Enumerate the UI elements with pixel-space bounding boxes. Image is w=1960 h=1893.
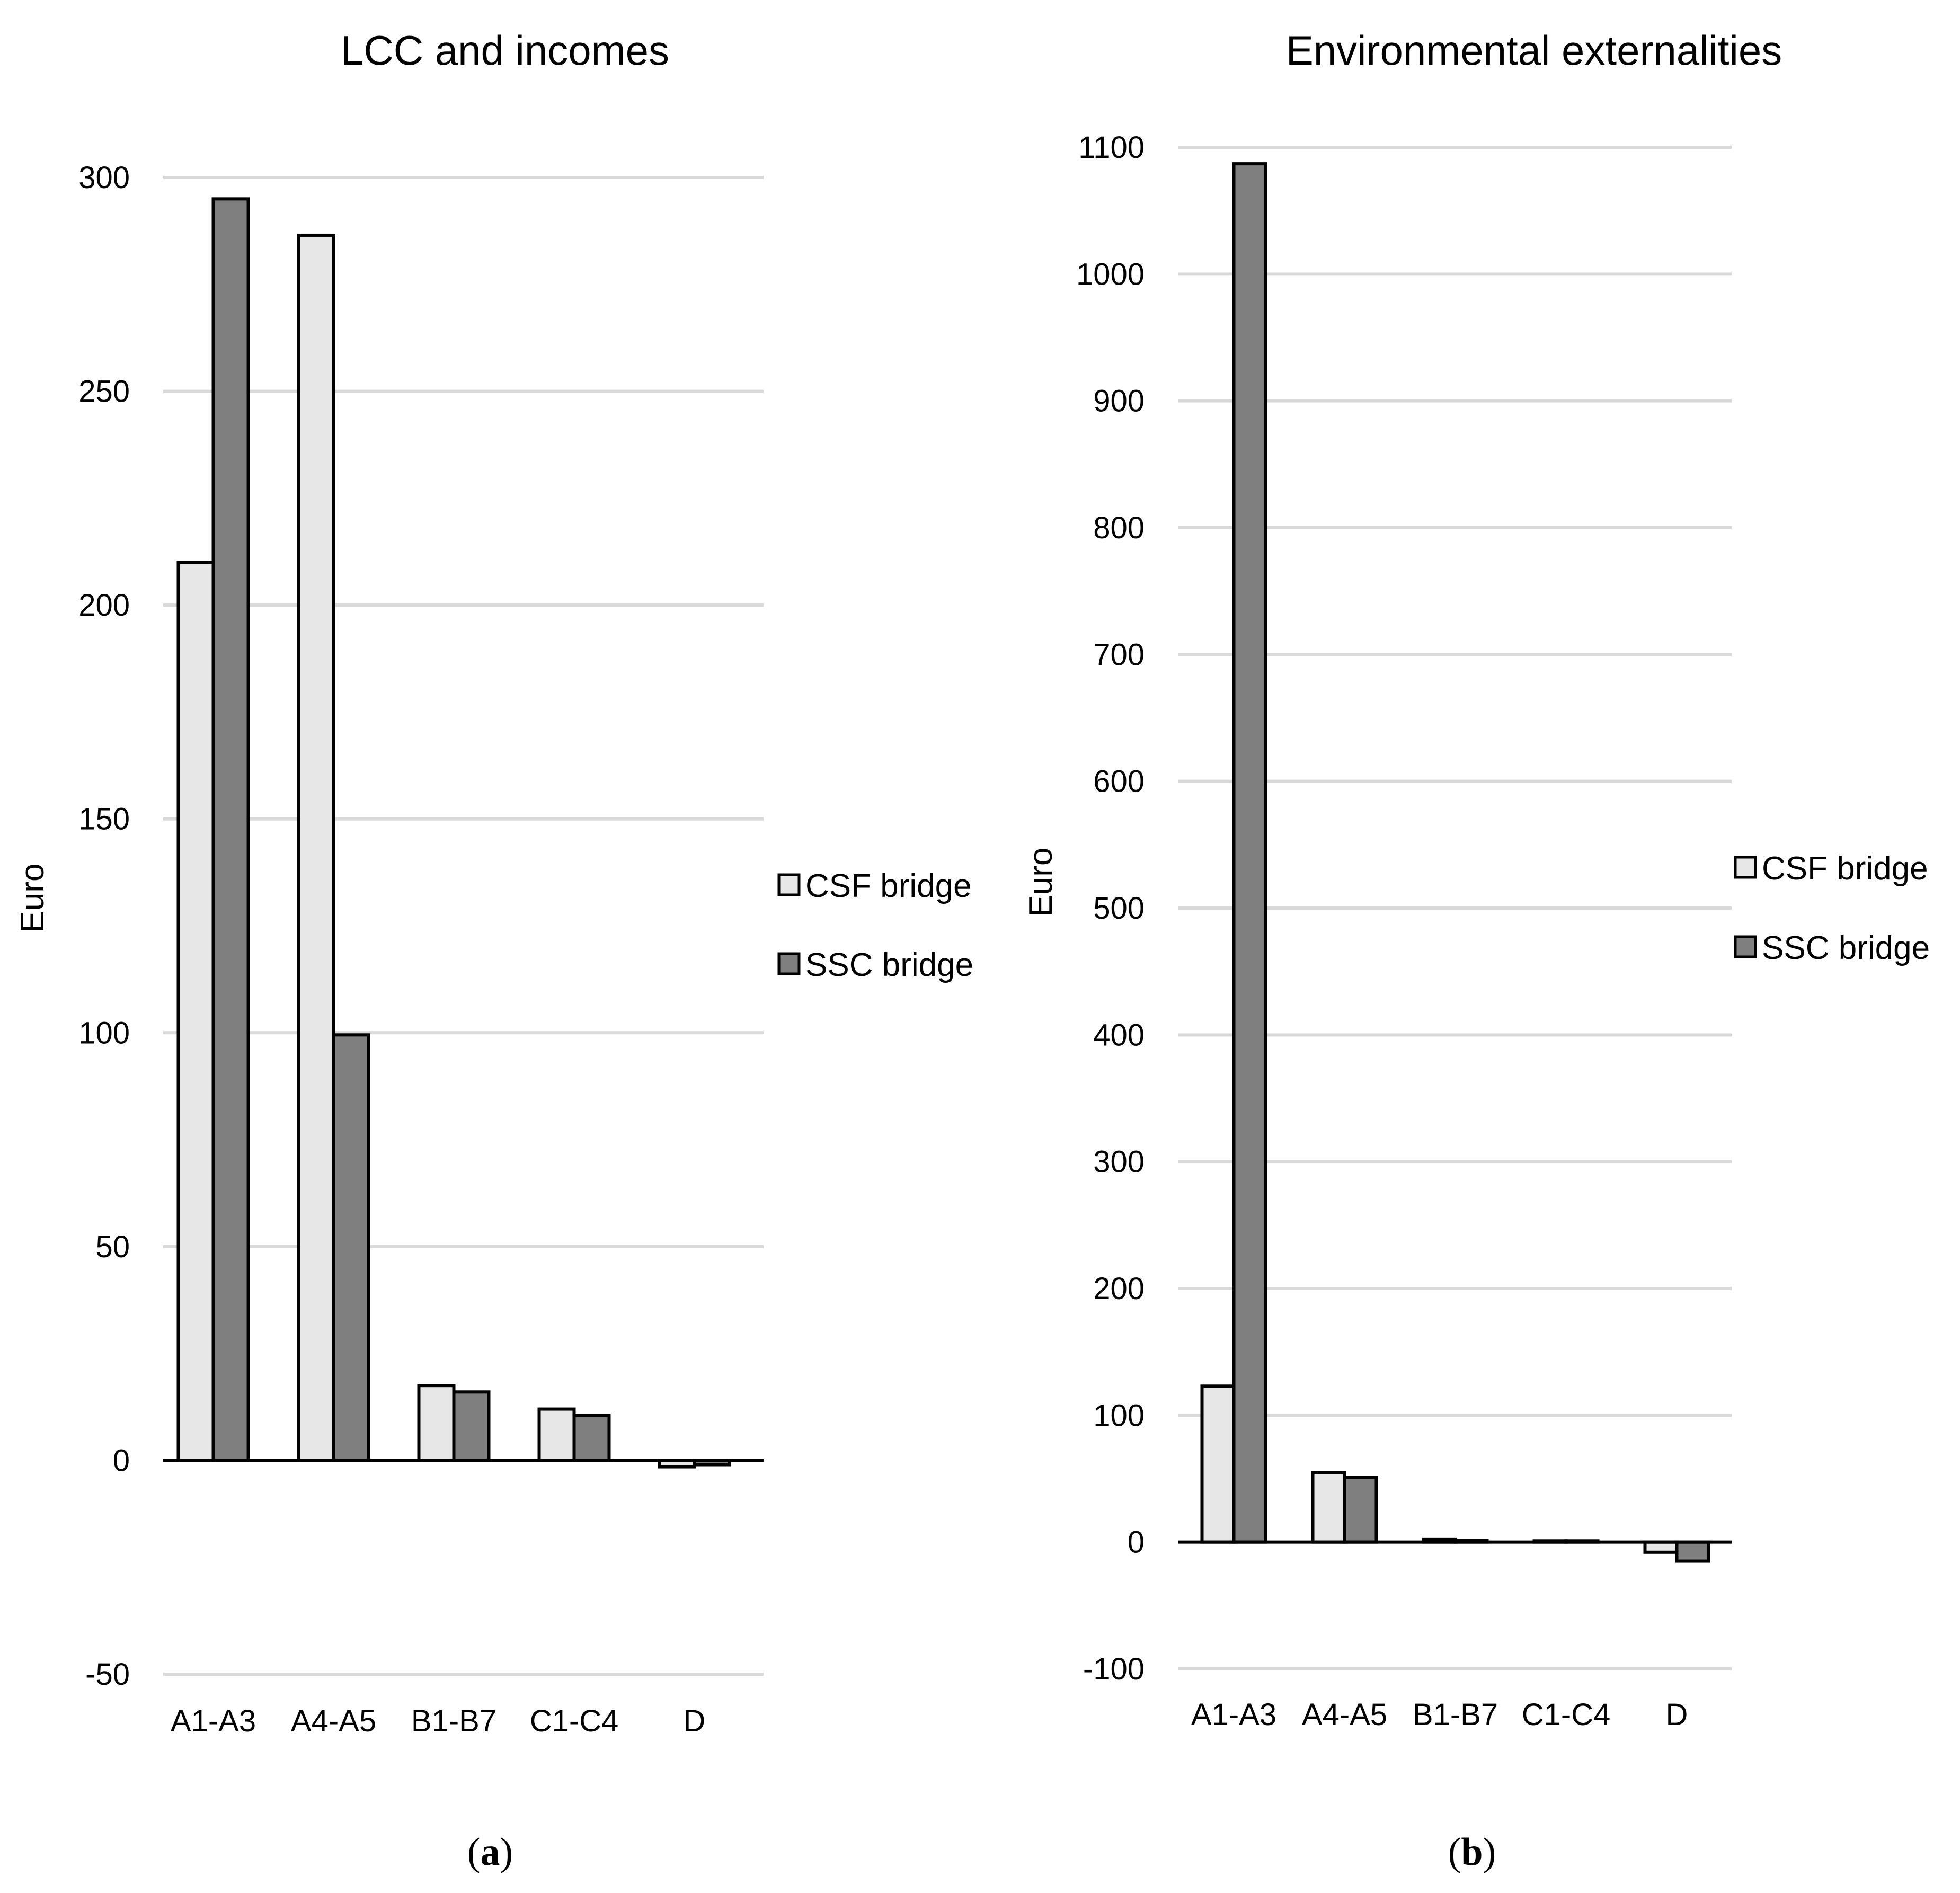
chart-title: LCC and incomes	[341, 27, 669, 74]
x-tick-label: D	[1666, 1698, 1688, 1732]
legend-swatch-csf	[1734, 856, 1757, 879]
caption-close: )	[1483, 1830, 1496, 1874]
bar-csf-a4-a5	[297, 233, 335, 1462]
figure-caption: (a)	[467, 1830, 513, 1874]
y-tick-label: 400	[1093, 1018, 1145, 1052]
y-tick-label: 800	[1093, 511, 1145, 545]
bar-csf-a1-a3	[1200, 1384, 1236, 1544]
bar-ssc-a1-a3	[211, 197, 250, 1462]
x-tick-label: A4-A5	[291, 1704, 376, 1738]
x-tick-label: B1-B7	[411, 1704, 496, 1738]
y-tick-label: 600	[1093, 765, 1145, 799]
caption-close: )	[500, 1830, 513, 1874]
x-tick-label: A1-A3	[1191, 1698, 1276, 1732]
caption-open: (	[1448, 1830, 1461, 1874]
y-tick-label: 0	[1128, 1525, 1145, 1560]
y-tick-label: 200	[1093, 1272, 1145, 1306]
y-tick-label: 100	[1093, 1398, 1145, 1433]
legend-swatch-csf	[777, 873, 801, 896]
x-tick-label: A1-A3	[171, 1704, 256, 1738]
y-tick-label: 300	[78, 161, 130, 195]
caption-open: (	[467, 1830, 481, 1874]
y-tick-label: -100	[1083, 1652, 1145, 1686]
bar-csf-c1-c4	[537, 1407, 576, 1462]
y-tick-label: 0	[113, 1443, 130, 1478]
legend: CSF bridge SSC bridge	[777, 868, 973, 983]
legend: CSF bridge SSC bridge	[1734, 850, 1930, 966]
chart-environmental-externalities: Environmental externalitiesEuro110010009…	[1023, 27, 1930, 1874]
bar-ssc-a4-a5	[1343, 1476, 1378, 1544]
legend-swatch-ssc	[777, 952, 801, 975]
bar-ssc-a4-a5	[332, 1033, 370, 1462]
bar-csf-a1-a3	[176, 561, 215, 1462]
y-tick-label: 250	[78, 375, 130, 409]
y-tick-label: 50	[95, 1230, 130, 1264]
legend-label-ssc: SSC bridge	[805, 947, 973, 983]
y-axis-label: Euro	[14, 864, 51, 933]
y-tick-label: 300	[1093, 1145, 1145, 1179]
bar-ssc-a1-a3	[1232, 162, 1267, 1544]
bar-ssc-d	[1675, 1540, 1710, 1563]
x-tick-label: C1-C4	[530, 1704, 619, 1738]
legend-swatch-ssc	[1734, 935, 1757, 958]
figure-caption: (b)	[1448, 1830, 1496, 1874]
chart-lcc-and-incomes: LCC and incomes Euro 300 250 200 150 100 50 0 -50…	[14, 27, 973, 1874]
legend-label-csf: CSF bridge	[1762, 850, 1928, 887]
y-tick-label: 100	[78, 1016, 130, 1050]
caption-letter: a	[481, 1830, 500, 1874]
y-axis-label: Euro	[1023, 848, 1059, 917]
legend-label-csf: CSF bridge	[805, 868, 972, 904]
y-tick-label: 200	[78, 588, 130, 623]
chart-title: Environmental externalities	[1286, 27, 1782, 74]
x-tick-label: C1-C4	[1522, 1698, 1611, 1732]
bar-csf-b1-b7	[417, 1384, 456, 1462]
y-tick-label: 900	[1093, 384, 1145, 419]
y-tick-label: 700	[1093, 637, 1145, 672]
y-tick-label: 150	[78, 802, 130, 837]
y-tick-label: 1100	[1078, 130, 1145, 165]
y-tick-label: 500	[1093, 891, 1145, 926]
bar-ssc-b1-b7	[452, 1390, 491, 1462]
legend-label-ssc: SSC bridge	[1762, 930, 1930, 966]
y-tick-label: 1000	[1076, 257, 1145, 291]
bar-ssc-c1-c4	[572, 1414, 611, 1462]
bar-csf-a4-a5	[1311, 1471, 1346, 1544]
caption-letter: b	[1461, 1830, 1483, 1874]
y-tick-label: -50	[85, 1657, 130, 1692]
x-tick-label: A4-A5	[1302, 1698, 1387, 1732]
x-tick-label: D	[684, 1704, 706, 1738]
x-tick-label: B1-B7	[1413, 1698, 1498, 1732]
